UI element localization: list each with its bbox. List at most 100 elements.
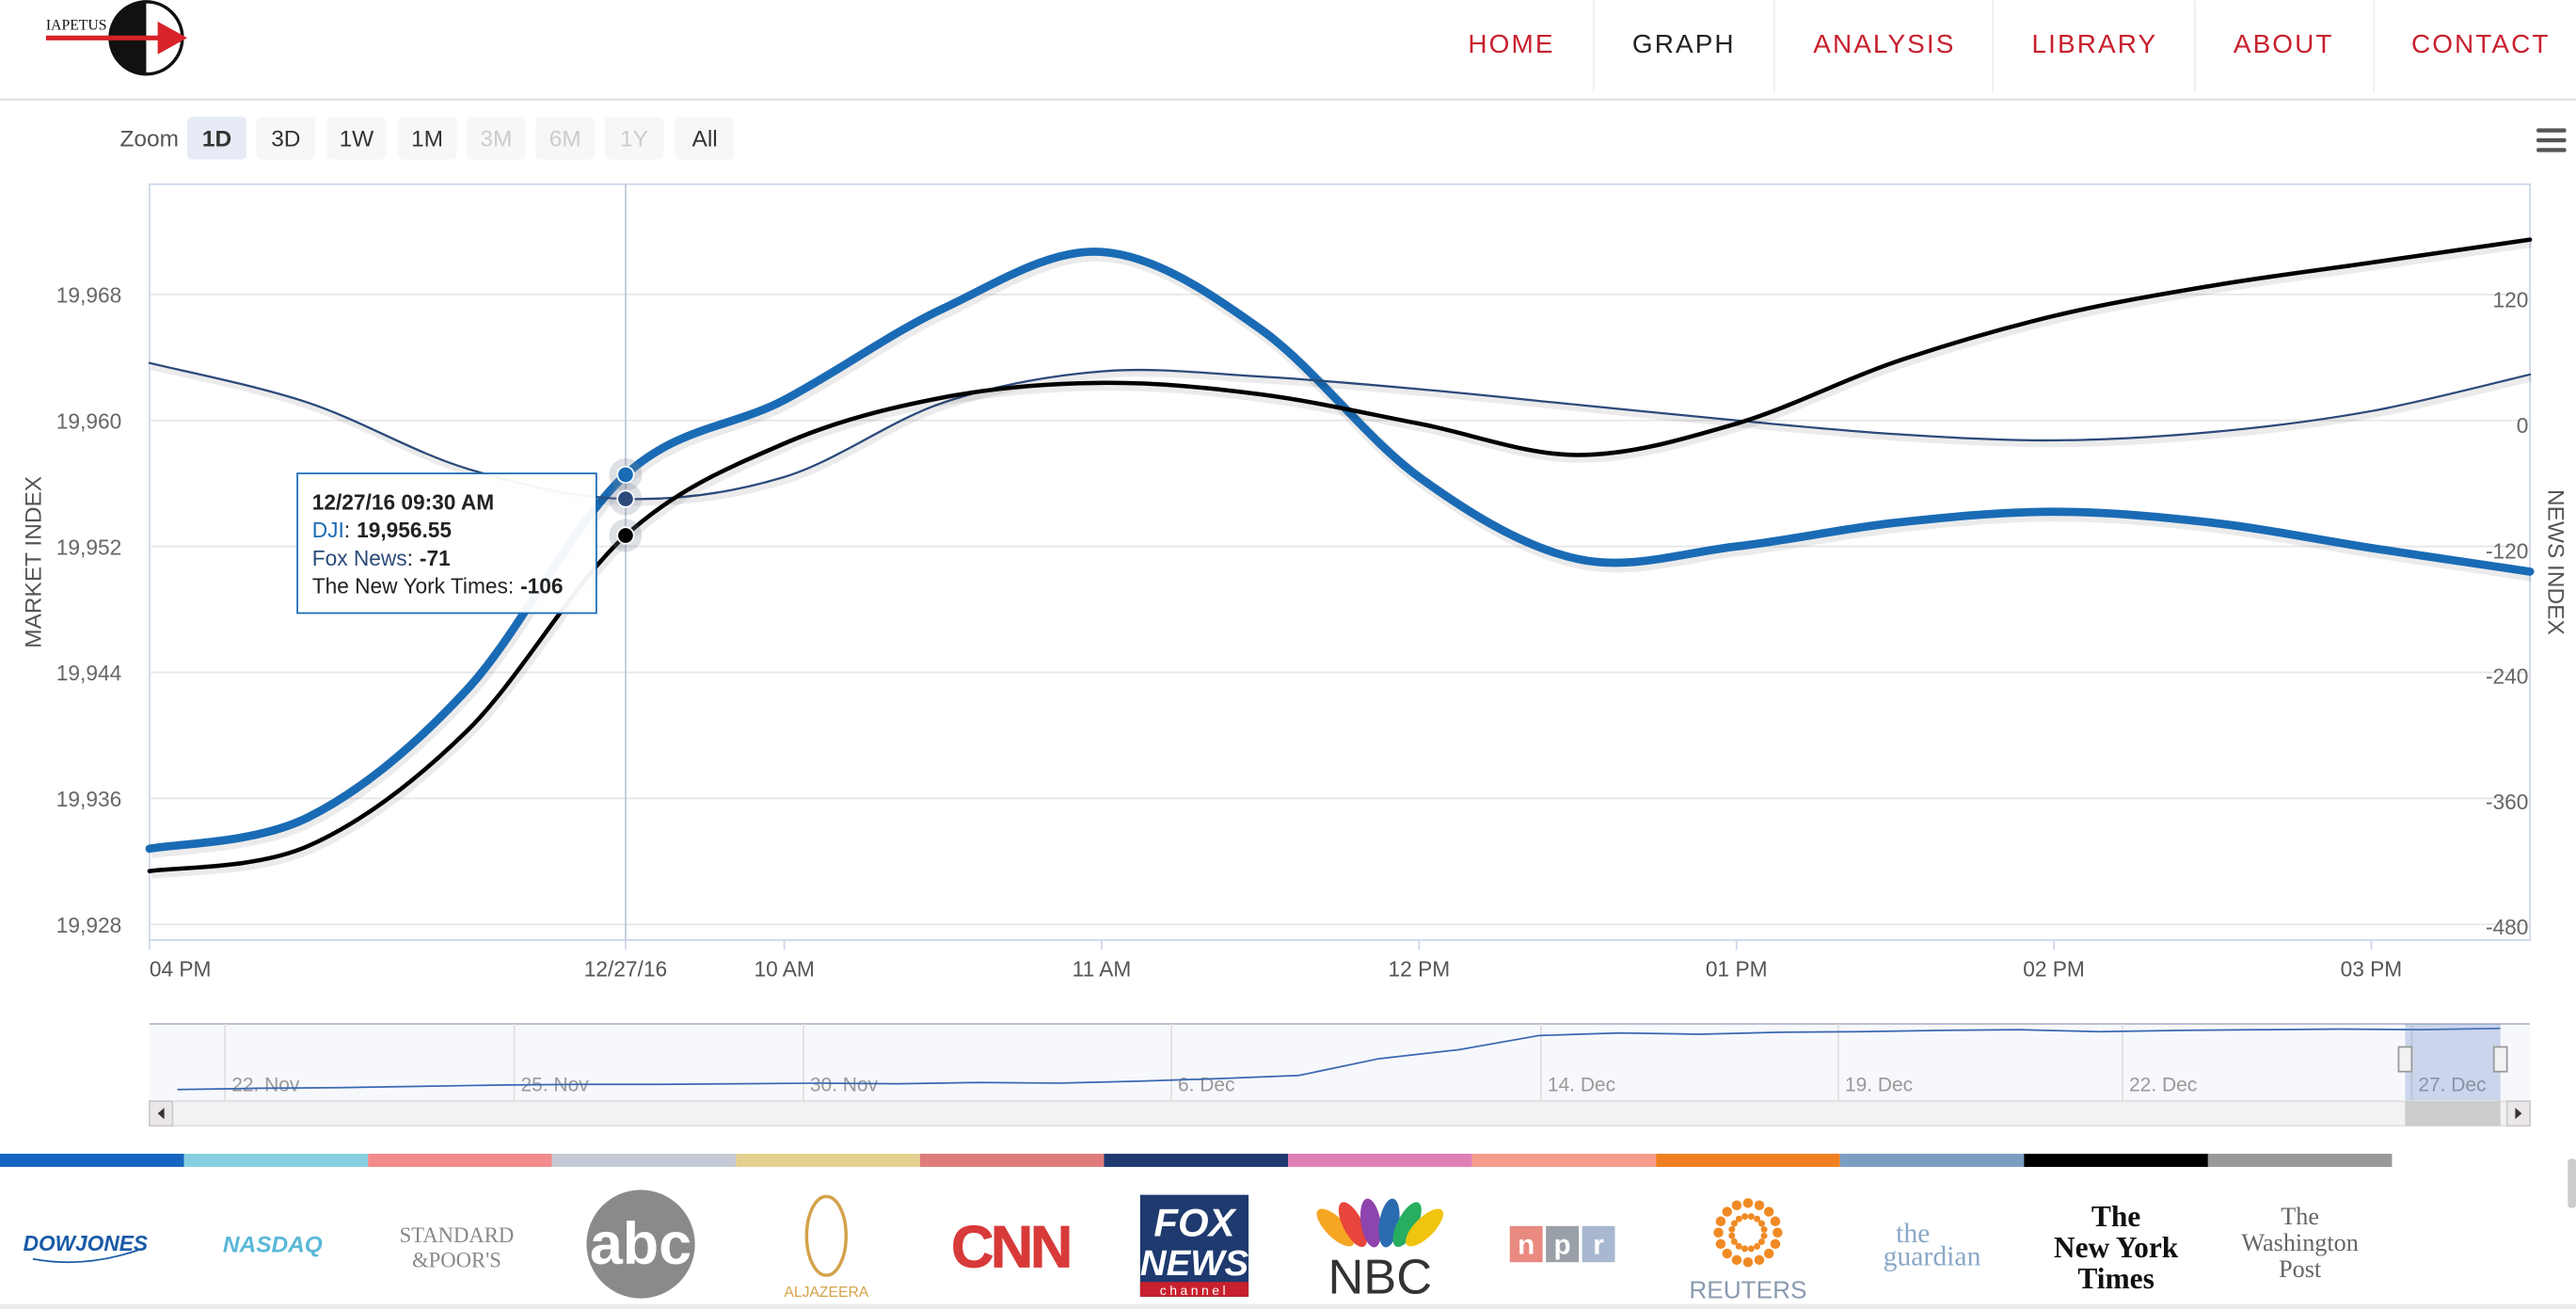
logo-dot — [1763, 1206, 1774, 1217]
source-logo[interactable]: REUTERS — [1689, 1198, 1806, 1304]
y2-tick-label: -480 — [2486, 915, 2528, 939]
logo-dot — [1754, 1200, 1765, 1210]
tooltip: 12/27/16 09:30 AM DJI: 19,956.55 Fox News: -… — [296, 472, 597, 615]
y-axis-title: MARKET INDEX — [22, 476, 47, 648]
navigator-label: 22. Nov — [231, 1075, 300, 1096]
zoom-button-label: 3D — [271, 127, 300, 152]
source-logo[interactable]: DOWJONES — [24, 1231, 148, 1264]
nav-link[interactable]: HOME — [1468, 29, 1554, 58]
tooltip-value: 19,956.55 — [357, 518, 452, 542]
tooltip-series-name: Fox News — [312, 546, 407, 570]
source-logo[interactable]: NBC — [1312, 1197, 1449, 1304]
zoom-label: Zoom — [119, 127, 178, 152]
nav-link[interactable]: ANALYSIS — [1813, 29, 1955, 58]
logo-dot — [1773, 1227, 1783, 1238]
source-logo-text: The — [2281, 1203, 2319, 1230]
navigator-label: 14. Dec — [1548, 1075, 1615, 1096]
y-tick-label: 19,952 — [56, 535, 121, 559]
logo[interactable]: IAPETUS — [46, 0, 188, 76]
logo-box — [1582, 1225, 1615, 1263]
logo-box — [1546, 1225, 1580, 1263]
navigator-label: 22. Dec — [2129, 1075, 2197, 1096]
logo-dot — [1722, 1206, 1732, 1217]
menu-button[interactable] — [2536, 128, 2567, 152]
logo-dot — [1754, 1215, 1761, 1222]
y2-tick-label: -120 — [2486, 538, 2528, 563]
source-logo[interactable]: NASDAQ — [223, 1233, 323, 1258]
zoom-button[interactable]: 3D — [256, 117, 316, 160]
zoom-button[interactable]: All — [675, 117, 735, 160]
zoom-button-label: 1D — [202, 127, 231, 152]
logo-dot — [1760, 1232, 1768, 1239]
tooltip-row: DJI: 19,956.55 — [312, 518, 452, 542]
logo-feather — [1360, 1198, 1382, 1248]
navigator-handle[interactable] — [2397, 1046, 2413, 1073]
zoom-button-label: 1Y — [620, 127, 648, 152]
logo-circle — [586, 1190, 695, 1299]
navigator-mask[interactable] — [2405, 1024, 2501, 1102]
source-bar-segment — [919, 1153, 1105, 1167]
menu-line — [2536, 148, 2567, 152]
zoom-button[interactable]: 1M — [397, 117, 457, 160]
scrollbar-right[interactable] — [2505, 1100, 2531, 1127]
nav-link[interactable]: CONTACT — [2411, 29, 2551, 58]
source-logo-text: &POOR'S — [412, 1248, 501, 1271]
source-logo-text: ALJAZEERA — [784, 1285, 868, 1301]
navigator-label: 19. Dec — [1845, 1075, 1913, 1096]
navigator-series — [177, 1027, 2501, 1091]
logo-dot — [1735, 1215, 1742, 1222]
x-tick-label: 02 PM — [2023, 956, 2085, 981]
zoom-button-bg — [326, 117, 387, 160]
hover-marker — [616, 526, 635, 545]
y2-tick-label: 120 — [2493, 288, 2529, 312]
scrollbar-arrow — [2515, 1108, 2522, 1120]
scrollbar-arrow — [157, 1108, 165, 1120]
zoom-button[interactable]: 1W — [326, 117, 387, 160]
zoom-button-bg — [535, 117, 596, 160]
source-logo-text: CNN — [951, 1214, 1070, 1280]
nav-link[interactable]: ABOUT — [2234, 29, 2334, 58]
tooltip-value: -106 — [520, 574, 563, 599]
zoom-button-bg — [187, 117, 246, 160]
logo-dot — [1757, 1238, 1765, 1246]
nav-link[interactable]: LIBRARY — [2032, 29, 2158, 58]
hover-marker — [616, 465, 635, 485]
chart: 19,928 19,936 19,944 19,952 19,960 19,968 -480… — [22, 183, 2568, 1127]
scrollbar-thumb[interactable] — [2405, 1101, 2501, 1126]
menu-line — [2536, 137, 2567, 143]
x-tick-label: 11 AM — [1073, 956, 1132, 981]
zoom-button-label: 1W — [340, 127, 374, 152]
source-logo[interactable]: CNN — [951, 1214, 1073, 1281]
x-tick-label: 01 PM — [1706, 956, 1768, 981]
series-line — [147, 237, 2533, 873]
y2-tick-label: 0 — [2517, 413, 2529, 438]
nav-link[interactable]: GRAPH — [1632, 29, 1736, 58]
source-logo[interactable]: ALJAZEERA — [784, 1194, 869, 1301]
tooltip-separator: : — [407, 546, 413, 570]
tooltip-title: 12/27/16 09:30 AM — [312, 489, 494, 514]
source-logo[interactable]: STANDARD&POOR'S — [400, 1223, 515, 1271]
logo-dot — [1735, 1242, 1742, 1250]
y-tick-label: 19,944 — [56, 661, 121, 685]
logo-dot — [1770, 1238, 1781, 1250]
source-logo-text: Washington — [2241, 1229, 2358, 1256]
logo-strip — [1139, 1282, 1249, 1297]
source-bar-segment — [1471, 1153, 1657, 1167]
x-tick-label: 10 AM — [754, 956, 814, 981]
logo-swoosh — [32, 1248, 142, 1264]
logo-emblem — [804, 1194, 849, 1277]
source-bar-segment — [183, 1153, 369, 1167]
source-logo-text: guardian — [1884, 1242, 1981, 1272]
source-logo[interactable]: abc — [586, 1190, 695, 1299]
navigator-handle[interactable] — [2492, 1046, 2508, 1073]
logo-dot — [1730, 1238, 1738, 1245]
zoom-button-label: 6M — [549, 127, 581, 152]
zoom-button[interactable]: 1D — [187, 117, 246, 160]
logo-feather — [1392, 1202, 1422, 1248]
source-bar-segment — [1104, 1153, 1288, 1167]
